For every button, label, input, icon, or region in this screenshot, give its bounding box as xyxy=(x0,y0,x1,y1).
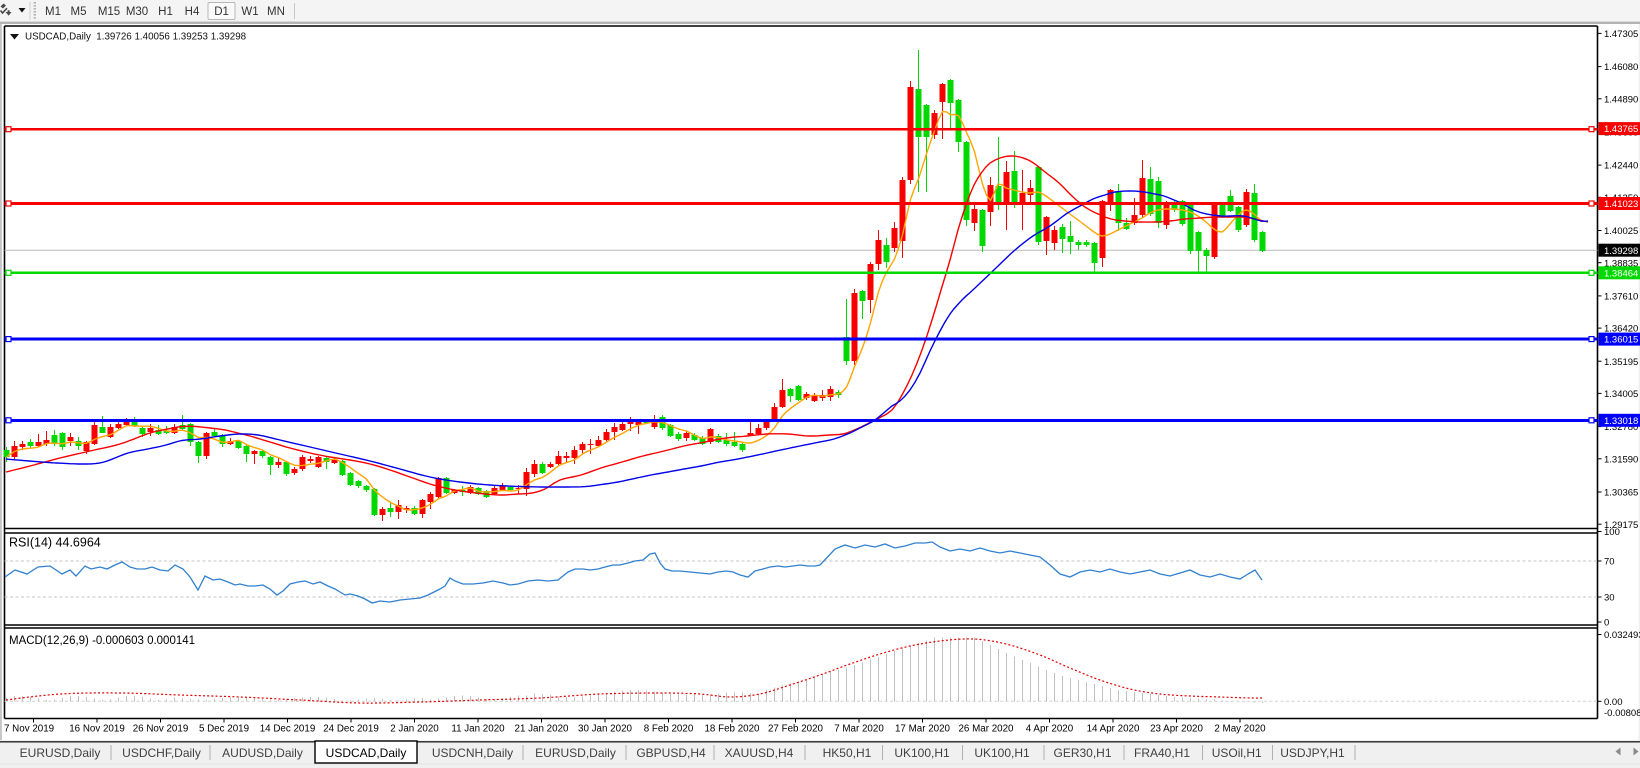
svg-text:16 Nov 2019: 16 Nov 2019 xyxy=(69,724,125,735)
svg-text:UK100,H1: UK100,H1 xyxy=(894,746,950,760)
svg-text:1.35195: 1.35195 xyxy=(1604,357,1638,368)
svg-text:USOil,H1: USOil,H1 xyxy=(1212,746,1262,760)
svg-text:1.36420: 1.36420 xyxy=(1604,324,1638,335)
svg-text:18 Feb 2020: 18 Feb 2020 xyxy=(704,724,760,735)
svg-text:FRA40,H1: FRA40,H1 xyxy=(1134,746,1190,760)
svg-text:0.00: 0.00 xyxy=(1604,697,1623,708)
svg-text:14 Apr 2020: 14 Apr 2020 xyxy=(1087,724,1140,735)
svg-text:1.29175: 1.29175 xyxy=(1604,520,1638,531)
svg-text:GER30,H1: GER30,H1 xyxy=(1053,746,1111,760)
svg-text:1.42440: 1.42440 xyxy=(1604,161,1638,172)
svg-text:USDJPY,H1: USDJPY,H1 xyxy=(1280,746,1345,760)
svg-text:H1: H1 xyxy=(158,6,173,18)
svg-text:XAUUSD,H4: XAUUSD,H4 xyxy=(725,746,794,760)
svg-text:30: 30 xyxy=(1604,593,1615,604)
svg-text:27 Feb 2020: 27 Feb 2020 xyxy=(768,724,824,735)
svg-text:1.40025: 1.40025 xyxy=(1604,226,1638,237)
svg-text:M30: M30 xyxy=(126,6,148,18)
svg-text:1.32780: 1.32780 xyxy=(1604,422,1638,433)
svg-text:EURUSD,Daily: EURUSD,Daily xyxy=(535,746,616,760)
svg-text:1.31590: 1.31590 xyxy=(1604,454,1638,465)
svg-text:1.36015: 1.36015 xyxy=(1604,335,1638,346)
svg-text:30 Jan 2020: 30 Jan 2020 xyxy=(578,724,632,735)
svg-text:26 Nov 2019: 26 Nov 2019 xyxy=(133,724,189,735)
svg-text:4 Apr 2020: 4 Apr 2020 xyxy=(1026,724,1074,735)
svg-text:USDCAD,Daily: USDCAD,Daily xyxy=(326,746,407,760)
svg-text:M5: M5 xyxy=(71,6,87,18)
svg-text:1.39298: 1.39298 xyxy=(1604,246,1638,257)
svg-text:1.33018: 1.33018 xyxy=(1604,416,1638,427)
svg-text:-0.008086: -0.008086 xyxy=(1604,708,1640,719)
svg-text:1.38835: 1.38835 xyxy=(1604,258,1638,269)
svg-text:1.46080: 1.46080 xyxy=(1604,62,1638,73)
svg-text:M15: M15 xyxy=(98,6,120,18)
svg-text:1.44890: 1.44890 xyxy=(1604,94,1638,105)
svg-text:14 Dec 2019: 14 Dec 2019 xyxy=(260,724,316,735)
svg-text:W1: W1 xyxy=(241,6,258,18)
svg-text:1.30365: 1.30365 xyxy=(1604,488,1638,499)
svg-text:GBPUSD,H4: GBPUSD,H4 xyxy=(636,746,706,760)
svg-text:100: 100 xyxy=(1604,527,1620,538)
svg-text:2 May 2020: 2 May 2020 xyxy=(1214,724,1266,735)
svg-text:EURUSD,Daily: EURUSD,Daily xyxy=(20,746,101,760)
svg-text:RSI(14) 44.6964: RSI(14) 44.6964 xyxy=(9,536,101,550)
svg-text:1.41023: 1.41023 xyxy=(1604,199,1638,210)
svg-text:D1: D1 xyxy=(214,6,229,18)
svg-text:1.34005: 1.34005 xyxy=(1604,389,1638,400)
svg-text:1.43765: 1.43765 xyxy=(1604,124,1638,135)
svg-text:UK100,H1: UK100,H1 xyxy=(974,746,1030,760)
svg-text:MN: MN xyxy=(267,6,285,18)
svg-text:1.38464: 1.38464 xyxy=(1604,268,1638,279)
svg-text:0.032493: 0.032493 xyxy=(1604,630,1640,641)
svg-text:11 Jan 2020: 11 Jan 2020 xyxy=(451,724,505,735)
svg-text:1.37610: 1.37610 xyxy=(1604,292,1638,303)
svg-text:21 Jan 2020: 21 Jan 2020 xyxy=(515,724,569,735)
svg-text:USDCHF,Daily: USDCHF,Daily xyxy=(122,746,201,760)
svg-text:M1: M1 xyxy=(45,6,61,18)
svg-text:H4: H4 xyxy=(185,6,200,18)
svg-text:0: 0 xyxy=(1604,618,1609,629)
svg-text:MACD(12,26,9) -0.000603 0.0001: MACD(12,26,9) -0.000603 0.000141 xyxy=(9,635,195,647)
svg-text:7 Nov 2019: 7 Nov 2019 xyxy=(4,724,54,735)
svg-text:HK50,H1: HK50,H1 xyxy=(823,746,872,760)
svg-text:70: 70 xyxy=(1604,557,1615,568)
svg-text:USDCNH,Daily: USDCNH,Daily xyxy=(432,746,513,760)
svg-text:24 Dec 2019: 24 Dec 2019 xyxy=(323,724,379,735)
svg-text:8 Feb 2020: 8 Feb 2020 xyxy=(644,724,694,735)
svg-text:2 Jan 2020: 2 Jan 2020 xyxy=(390,724,439,735)
svg-text:17 Mar 2020: 17 Mar 2020 xyxy=(895,724,951,735)
svg-text:23 Apr 2020: 23 Apr 2020 xyxy=(1150,724,1203,735)
svg-text:1.47305: 1.47305 xyxy=(1604,29,1638,40)
svg-text:5 Dec 2019: 5 Dec 2019 xyxy=(199,724,249,735)
svg-text:USDCAD,Daily 1.39726 1.40056: USDCAD,Daily 1.39726 1.40056 1.39253 1.3… xyxy=(25,32,247,43)
svg-text:7 Mar 2020: 7 Mar 2020 xyxy=(834,724,884,735)
svg-text:26 Mar 2020: 26 Mar 2020 xyxy=(958,724,1014,735)
svg-text:AUDUSD,Daily: AUDUSD,Daily xyxy=(222,746,303,760)
